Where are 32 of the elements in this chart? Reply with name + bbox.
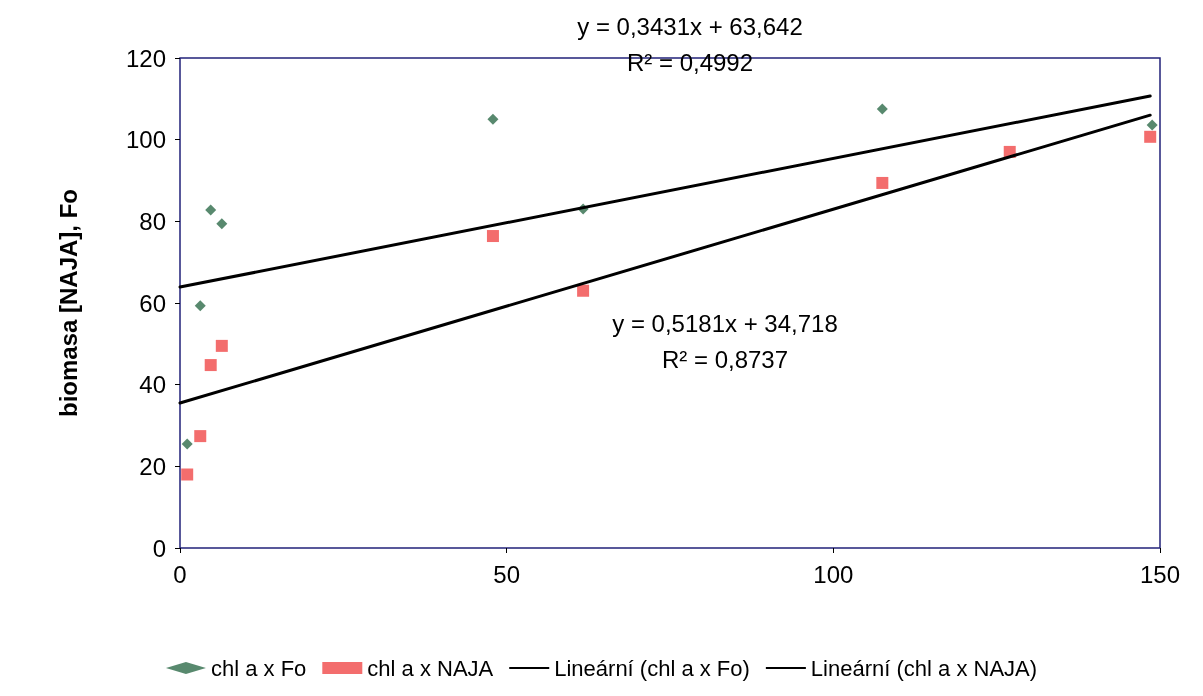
point <box>876 176 889 189</box>
legend-label: chl a x NAJA <box>367 655 494 681</box>
y-tick-label: 80 <box>139 207 166 235</box>
point <box>577 284 590 297</box>
annotation: y = 0,5181x + 34,718 R² = 0,8737 <box>612 309 838 373</box>
y-tick-label: 40 <box>139 371 166 399</box>
y-axis-title: biomasa [NAJA], Fo <box>54 188 82 418</box>
point <box>216 218 228 230</box>
x-tick-label: 0 <box>173 560 187 588</box>
x-tick-label: 100 <box>813 560 854 588</box>
y-tick-label: 60 <box>139 289 166 317</box>
point <box>181 468 194 481</box>
point <box>876 103 888 115</box>
point <box>194 430 207 443</box>
legend-label: chl a x Fo <box>210 655 307 681</box>
y-tick-label: 20 <box>139 452 166 480</box>
point <box>181 438 193 450</box>
point <box>487 113 499 125</box>
point <box>194 300 206 312</box>
y-tick-label: 120 <box>125 44 166 72</box>
point <box>204 359 217 372</box>
x-tick-label: 150 <box>1139 560 1181 588</box>
point <box>1146 119 1158 131</box>
x-tick-label: 50 <box>493 560 521 588</box>
point <box>1144 130 1157 143</box>
legend-label: Lineární (chl a x Fo) <box>554 655 750 681</box>
point <box>215 339 228 352</box>
y-tick-label: 0 <box>152 534 166 562</box>
y-tick-label: 100 <box>125 126 166 154</box>
legend-label: Lineární (chl a x NAJA) <box>810 655 1038 681</box>
point <box>205 204 217 216</box>
point <box>486 230 499 243</box>
